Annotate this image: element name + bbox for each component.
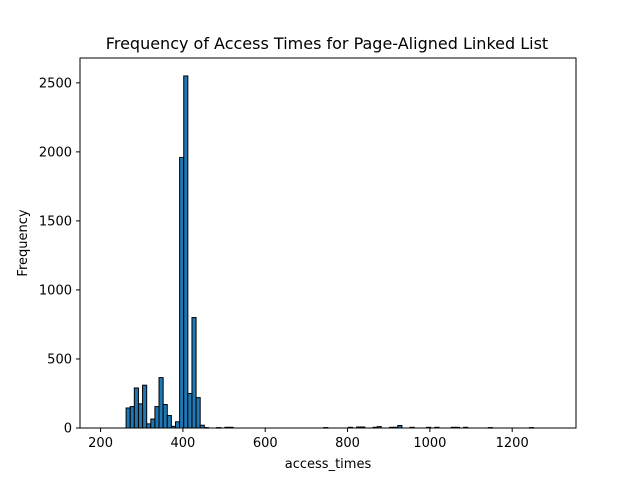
histogram-bar (166, 415, 172, 429)
histogram-bar (133, 387, 139, 429)
plot-frame (79, 57, 577, 429)
x-tick-label: 600 (253, 436, 278, 451)
x-tick-label: 200 (88, 436, 113, 451)
histogram-bar (137, 403, 144, 429)
y-tick-label: 2500 (39, 76, 72, 91)
axes-layer: 200 400 600 800 1000 1200 0 500 1000 1500 2000 2500 (39, 76, 529, 451)
x-tick-label: 1200 (496, 436, 529, 451)
histogram-bar (175, 421, 181, 429)
chart-title: Frequency of Access Times for Page-Align… (106, 34, 548, 53)
x-tick-label: 800 (335, 436, 360, 451)
histogram-bar (183, 75, 189, 429)
y-tick-label: 500 (47, 352, 72, 367)
histogram-bar (125, 407, 131, 429)
histogram-bar (146, 423, 152, 429)
histogram-bar (142, 384, 148, 429)
histogram-bar (158, 377, 164, 429)
x-tick-label: 1000 (413, 436, 446, 451)
histogram-bar (191, 317, 197, 429)
y-axis-label: Frequency (16, 209, 31, 276)
y-tick-label: 2000 (39, 145, 72, 160)
x-axis-label: access_times (285, 457, 372, 472)
histogram-bar (195, 397, 201, 429)
histogram-bar (162, 404, 168, 429)
histogram-bar (154, 406, 160, 429)
x-tick-label: 400 (170, 436, 195, 451)
histogram-bar (187, 392, 193, 429)
y-tick-label: 0 (64, 422, 72, 437)
bars-layer (125, 75, 535, 429)
y-tick-label: 1500 (39, 214, 72, 229)
histogram-bar (129, 406, 135, 429)
histogram-bar (150, 418, 156, 429)
histogram-bar (179, 156, 185, 429)
y-tick-label: 1000 (39, 283, 72, 298)
